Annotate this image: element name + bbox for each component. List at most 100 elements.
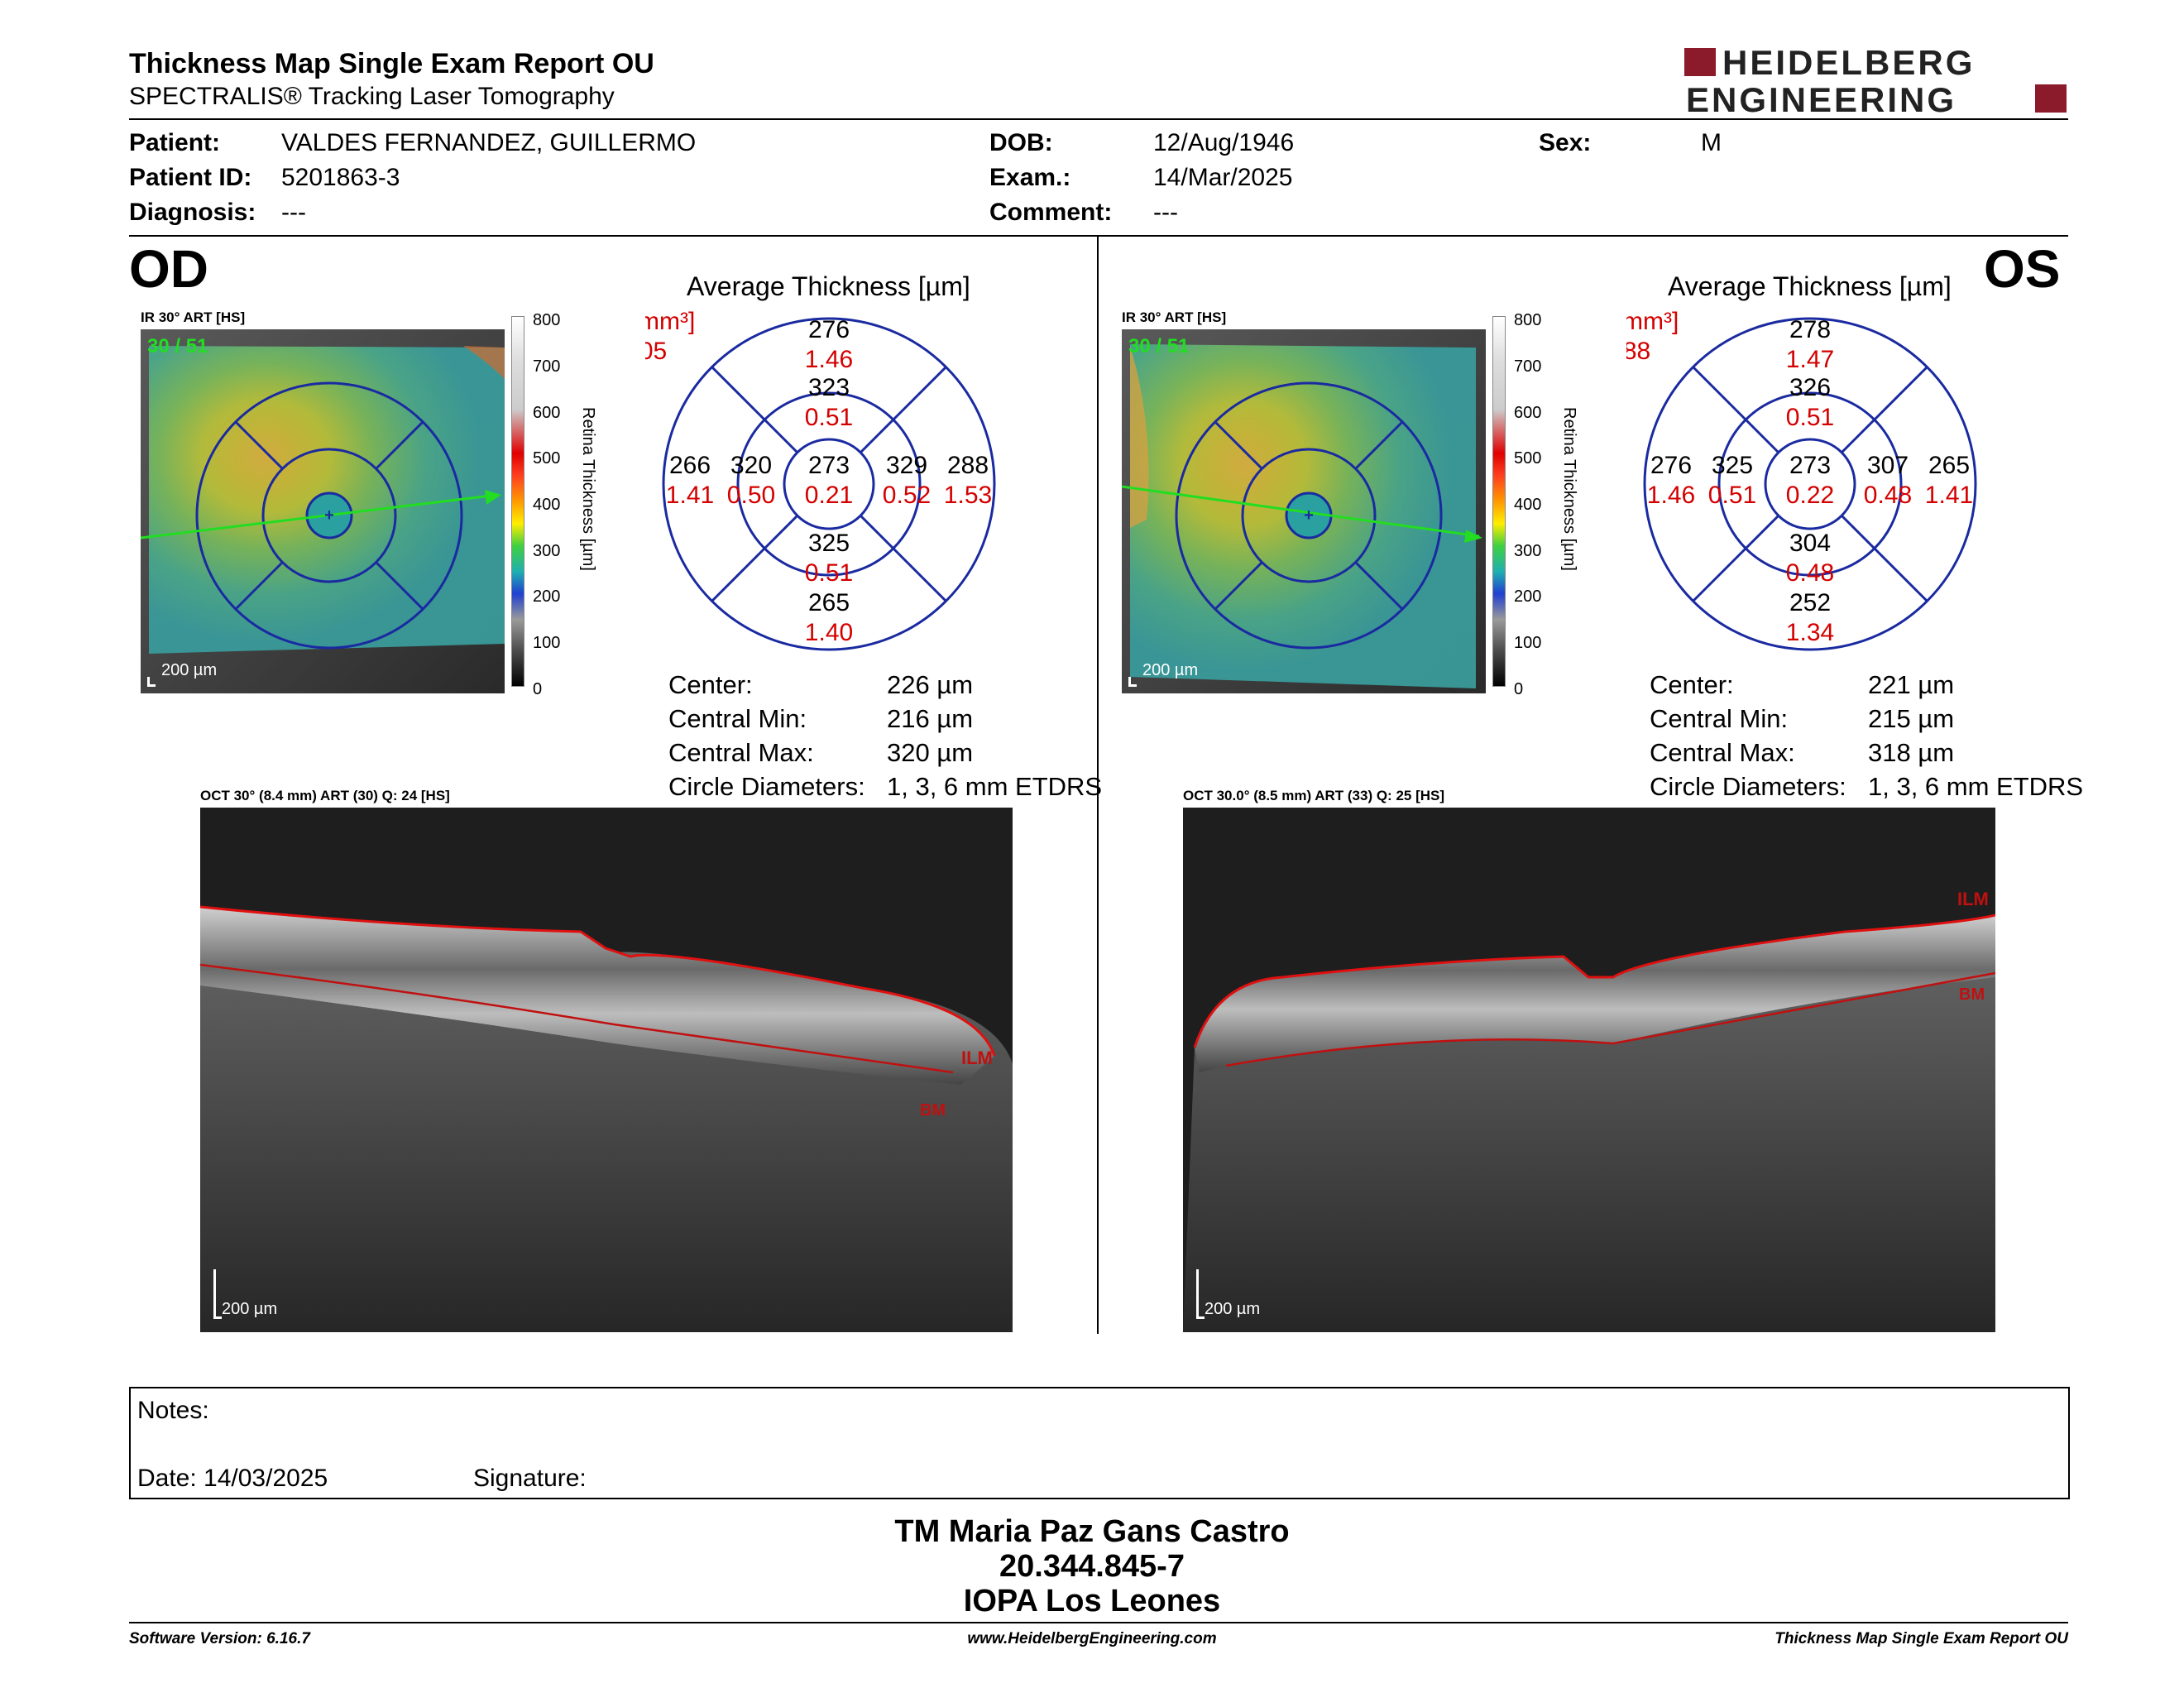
os-sup-outer-v: 1.47 <box>1786 346 1834 373</box>
comment-value: --- <box>1153 199 1178 226</box>
od-temp-inner-t: 320 <box>730 452 772 479</box>
od-stat-label: Central Min: <box>668 704 807 733</box>
footer-url[interactable]: www.HeidelbergEngineering.com <box>967 1630 1217 1647</box>
od-eye-label: OD <box>129 239 208 299</box>
od-legend-tick: 600 <box>533 404 561 422</box>
os-legend-tick: 100 <box>1514 634 1542 652</box>
os-legend-label: Retina Thickness [µm] <box>1560 407 1578 571</box>
notes-date: Date: 14/03/2025 <box>137 1465 328 1492</box>
os-inf-inner-v: 0.48 <box>1786 559 1834 587</box>
os-legend-tick: 200 <box>1514 587 1542 606</box>
od-oct-bm: BM <box>920 1101 946 1120</box>
od-nasal-outer-t: 288 <box>947 452 989 479</box>
os-nasal-outer-v: 1.41 <box>1925 482 1973 509</box>
os-etdrs-grid: Vol [mm³] 7.88 278 1.47 326 0.51 276 1.4… <box>1574 306 1999 662</box>
os-avg-title: Average Thickness [µm] <box>1668 271 1952 301</box>
dob-value: 12/Aug/1946 <box>1153 129 1295 156</box>
os-oct-ilm: ILM <box>1957 889 1989 909</box>
logo-text-bottom: ENGINEERING <box>1686 80 1956 116</box>
od-nasal-outer-v: 1.53 <box>944 482 992 509</box>
patient-id: 5201863-3 <box>281 164 400 191</box>
od-temp-outer-v: 1.41 <box>666 482 714 509</box>
signer-org: IOPA Los Leones <box>963 1584 1221 1618</box>
os-stat-label: Center: <box>1650 670 1734 699</box>
od-oct-bscan: ILM BM 200 µm <box>200 808 1013 1332</box>
exam-value: 14/Mar/2025 <box>1153 164 1293 191</box>
os-legend-tick: 800 <box>1514 311 1542 329</box>
od-ir-overlay: 30 / 51 <box>147 335 208 357</box>
os-ir-scale: 200 µm <box>1142 661 1198 679</box>
footer-report: Thickness Map Single Exam Report OU <box>1774 1630 2068 1647</box>
od-inf-outer-t: 265 <box>808 589 850 616</box>
od-ir-label: IR 30° ART [HS] <box>141 309 246 325</box>
od-nasal-inner-v: 0.52 <box>883 482 931 509</box>
report-subtitle: SPECTRALIS® Tracking Laser Tomography <box>129 83 615 110</box>
os-nasal-inner-v: 0.48 <box>1864 482 1912 509</box>
od-sup-outer-t: 276 <box>808 316 850 343</box>
od-legend-label: Retina Thickness [µm] <box>579 407 597 571</box>
os-nasal-outer-t: 265 <box>1928 452 1970 479</box>
od-oct-ilm: ILM <box>961 1048 993 1068</box>
od-stat-label: Circle Diameters: <box>668 772 865 801</box>
os-vol-total: 7.88 <box>1626 338 1650 365</box>
od-stat-label: Central Max: <box>668 738 814 767</box>
od-oct-scale: 200 µm <box>222 1300 277 1318</box>
logo-text-top: HEIDELBERG <box>1722 45 1975 82</box>
diagnosis-value: --- <box>281 199 306 226</box>
notes-box[interactable]: Notes: Date: 14/03/2025 Signature: <box>129 1387 2070 1499</box>
od-temp-outer-t: 266 <box>669 452 711 479</box>
od-legend-tick: 500 <box>533 449 561 468</box>
svg-text:+: + <box>324 506 334 525</box>
os-oct-bm: BM <box>1959 985 1985 1004</box>
os-stat-label: Circle Diameters: <box>1650 772 1846 801</box>
od-thickness-legend: 800 700 600 500 400 300 200 100 0 Retina… <box>511 311 602 698</box>
os-legend-tick: 0 <box>1514 680 1524 698</box>
os-ir-overlay: 30 / 51 <box>1128 335 1189 357</box>
os-legend-tick: 500 <box>1514 449 1542 468</box>
os-sup-outer-t: 278 <box>1789 316 1831 343</box>
od-stat-value: 226 µm <box>887 670 974 699</box>
os-inf-outer-t: 252 <box>1789 589 1831 616</box>
od-sup-inner-t: 323 <box>808 374 850 401</box>
os-sup-inner-v: 0.51 <box>1786 404 1834 431</box>
os-stat-value: 221 µm <box>1868 670 1955 699</box>
signer-name: TM Maria Paz Gans Castro <box>894 1514 1290 1549</box>
os-temp-outer-t: 276 <box>1650 452 1692 479</box>
od-stat-value: 320 µm <box>887 738 974 767</box>
os-temp-outer-v: 1.46 <box>1647 482 1695 509</box>
os-eye-label: OS <box>1984 239 2061 299</box>
od-legend-tick: 0 <box>533 680 543 698</box>
od-inf-inner-v: 0.51 <box>805 559 853 587</box>
signer-id: 20.344.845-7 <box>999 1549 1185 1584</box>
od-legend-tick: 400 <box>533 496 561 514</box>
od-legend-tick: 300 <box>533 542 561 560</box>
os-stat-value: 215 µm <box>1868 704 1955 733</box>
os-sup-inner-t: 326 <box>1789 374 1831 401</box>
sex-label: Sex: <box>1539 129 1592 156</box>
od-stat-value: 1, 3, 6 mm ETDRS <box>887 772 1103 801</box>
od-legend-tick: 100 <box>533 634 561 652</box>
os-stat-value: 318 µm <box>1868 738 1955 767</box>
os-stat-label: Central Min: <box>1650 704 1789 733</box>
od-sup-inner-v: 0.51 <box>805 404 853 431</box>
od-legend-tick: 700 <box>533 357 561 376</box>
od-center-t: 273 <box>808 452 850 479</box>
report-title: Thickness Map Single Exam Report OU <box>129 48 654 79</box>
patient-label: Patient: <box>129 129 221 156</box>
notes-signature: Signature: <box>473 1465 587 1492</box>
patient-name: VALDES FERNANDEZ, GUILLERMO <box>281 129 697 156</box>
od-inf-outer-v: 1.40 <box>805 619 853 646</box>
od-vol-label: Vol [mm³] <box>645 308 695 335</box>
od-center-v: 0.21 <box>805 482 853 509</box>
os-ir-label: IR 30° ART [HS] <box>1122 309 1227 325</box>
footer-software: Software Version: 6.16.7 <box>129 1630 310 1647</box>
os-legend-tick: 400 <box>1514 496 1542 514</box>
comment-label: Comment: <box>989 199 1113 226</box>
od-legend-tick: 800 <box>533 311 561 329</box>
od-legend-tick: 200 <box>533 587 561 606</box>
os-oct-bscan: ILM BM 200 µm <box>1183 808 1995 1332</box>
os-legend-tick: 700 <box>1514 357 1542 376</box>
os-vol-label: Vol [mm³] <box>1626 308 1679 335</box>
os-inf-inner-t: 304 <box>1789 530 1831 557</box>
od-temp-inner-v: 0.50 <box>727 482 775 509</box>
